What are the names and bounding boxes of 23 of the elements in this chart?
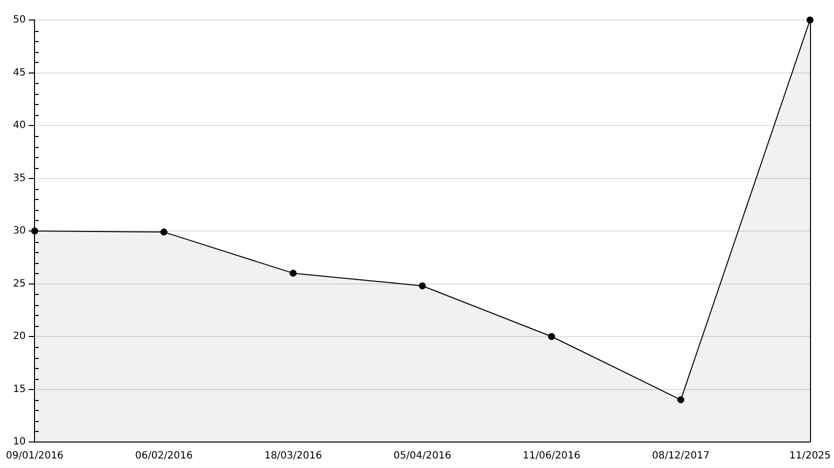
y-tick-label: 10	[12, 436, 26, 448]
x-tick-label: 06/02/2016	[135, 450, 193, 462]
y-tick-label: 30	[12, 226, 26, 237]
y-tick-label: 50	[12, 14, 26, 26]
point	[160, 228, 168, 236]
x-tick-label: 09/01/2016	[6, 450, 64, 462]
x-tick-label: 11/06/2016	[522, 450, 580, 462]
point	[677, 396, 684, 404]
point	[418, 282, 426, 290]
y-tick-label: 25	[12, 278, 26, 290]
y-tick-label: 40	[12, 120, 26, 132]
x-tick-label: 11/2025	[789, 450, 831, 462]
y-tick-label: 45	[12, 67, 26, 78]
y-tick-label: 20	[12, 331, 26, 342]
x-tick-label: 05/04/2016	[394, 450, 452, 462]
x-tick-label: 18/03/2016	[264, 450, 322, 462]
y-tick-label: 35	[12, 172, 26, 184]
point	[548, 333, 556, 340]
point	[31, 228, 38, 234]
x-tick-label: 08/12/2017	[652, 450, 710, 462]
point	[290, 270, 297, 277]
point	[806, 16, 814, 24]
y-tick-label: 15	[12, 384, 26, 395]
